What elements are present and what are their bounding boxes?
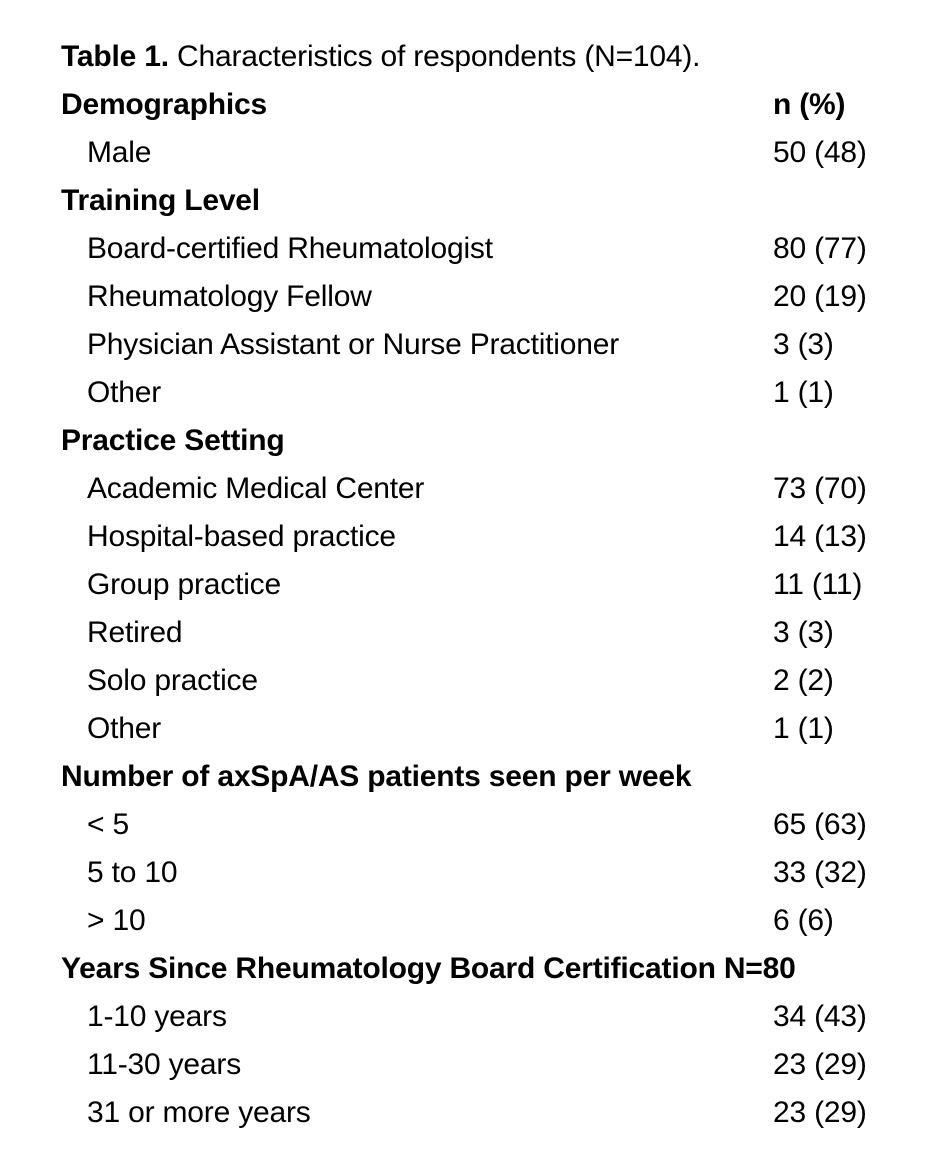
row-value: 23 (29) <box>773 1096 867 1129</box>
row-value: 3 (3) <box>773 328 834 361</box>
row-value: 1 (1) <box>773 712 834 745</box>
row-label: Group practice <box>87 568 281 601</box>
row-value: 50 (48) <box>773 136 867 169</box>
row-value: 23 (29) <box>773 1048 867 1081</box>
row-value: 73 (70) <box>773 472 867 505</box>
table-row: Solo practice 2 (2) <box>61 657 928 705</box>
row-value: 6 (6) <box>773 904 834 937</box>
row-label: Retired <box>87 616 183 649</box>
row-value: 65 (63) <box>773 808 867 841</box>
table-row: Retired 3 (3) <box>61 609 928 657</box>
row-value: 34 (43) <box>773 1000 867 1033</box>
row-value: 2 (2) <box>773 664 834 697</box>
section-header-row: Practice Setting <box>61 417 928 465</box>
table-row: Hospital-based practice 14 (13) <box>61 513 928 561</box>
row-value: 14 (13) <box>773 520 867 553</box>
row-label: 5 to 10 <box>87 856 178 889</box>
row-value: 80 (77) <box>773 232 867 265</box>
table-caption-text: Table 1. Characteristics of respondents … <box>61 33 928 81</box>
table-row: > 10 6 (6) <box>61 897 928 945</box>
table-row: Group practice 11 (11) <box>61 561 928 609</box>
table-caption: Table 1. Characteristics of respondents … <box>61 33 928 81</box>
section-header-row: Training Level <box>61 177 928 225</box>
table-row: 31 or more years 23 (29) <box>61 1089 928 1137</box>
row-value: 3 (3) <box>773 616 834 649</box>
row-label: Academic Medical Center <box>87 472 425 505</box>
row-label: Board-certified Rheumatologist <box>87 232 493 265</box>
section-header-row: Demographics n (%) <box>61 81 928 129</box>
table-1-content: Table 1. Characteristics of respondents … <box>61 33 928 1137</box>
table-caption-number: Table 1. <box>61 40 169 73</box>
table-row: Physician Assistant or Nurse Practitione… <box>61 321 928 369</box>
row-label: Rheumatology Fellow <box>87 280 372 313</box>
row-label: 1-10 years <box>87 1000 227 1033</box>
row-value: 20 (19) <box>773 280 867 313</box>
row-label: > 10 <box>87 904 146 937</box>
value-column-header: n (%) <box>773 88 846 121</box>
row-label: Hospital-based practice <box>87 520 396 553</box>
section-header-label: Number of axSpA/AS patients seen per wee… <box>61 760 692 793</box>
table-row: Academic Medical Center 73 (70) <box>61 465 928 513</box>
table-row: 5 to 10 33 (32) <box>61 849 928 897</box>
table-row: Rheumatology Fellow 20 (19) <box>61 273 928 321</box>
section-header-label: Demographics <box>61 88 267 121</box>
row-label: Male <box>87 136 152 169</box>
row-label: < 5 <box>87 808 129 841</box>
table-row: Board-certified Rheumatologist 80 (77) <box>61 225 928 273</box>
row-label: 31 or more years <box>87 1096 311 1129</box>
section-header-label: Practice Setting <box>61 424 285 457</box>
row-label: Other <box>87 376 162 409</box>
table-row: Other 1 (1) <box>61 369 928 417</box>
row-label: Physician Assistant or Nurse Practitione… <box>87 328 620 361</box>
row-value: 33 (32) <box>773 856 867 889</box>
section-header-row: Number of axSpA/AS patients seen per wee… <box>61 753 928 801</box>
row-label: Other <box>87 712 162 745</box>
table-row: Other 1 (1) <box>61 705 928 753</box>
row-label: Solo practice <box>87 664 258 697</box>
table-row: < 5 65 (63) <box>61 801 928 849</box>
section-header-label: Training Level <box>61 184 260 217</box>
table-row: 11-30 years 23 (29) <box>61 1041 928 1089</box>
row-value: 11 (11) <box>773 568 863 601</box>
table-caption-description: Characteristics of respondents (N=104). <box>168 40 701 73</box>
table-body: Demographics n (%) Male 50 (48) Training Lev… <box>61 81 928 1137</box>
section-header-row: Years Since Rheumatology Board Certifica… <box>61 945 928 993</box>
row-label: 11-30 years <box>87 1048 241 1081</box>
row-value: 1 (1) <box>773 376 834 409</box>
table-row: 1-10 years 34 (43) <box>61 993 928 1041</box>
section-header-label: Years Since Rheumatology Board Certifica… <box>61 952 796 985</box>
table-row: Male 50 (48) <box>61 129 928 177</box>
